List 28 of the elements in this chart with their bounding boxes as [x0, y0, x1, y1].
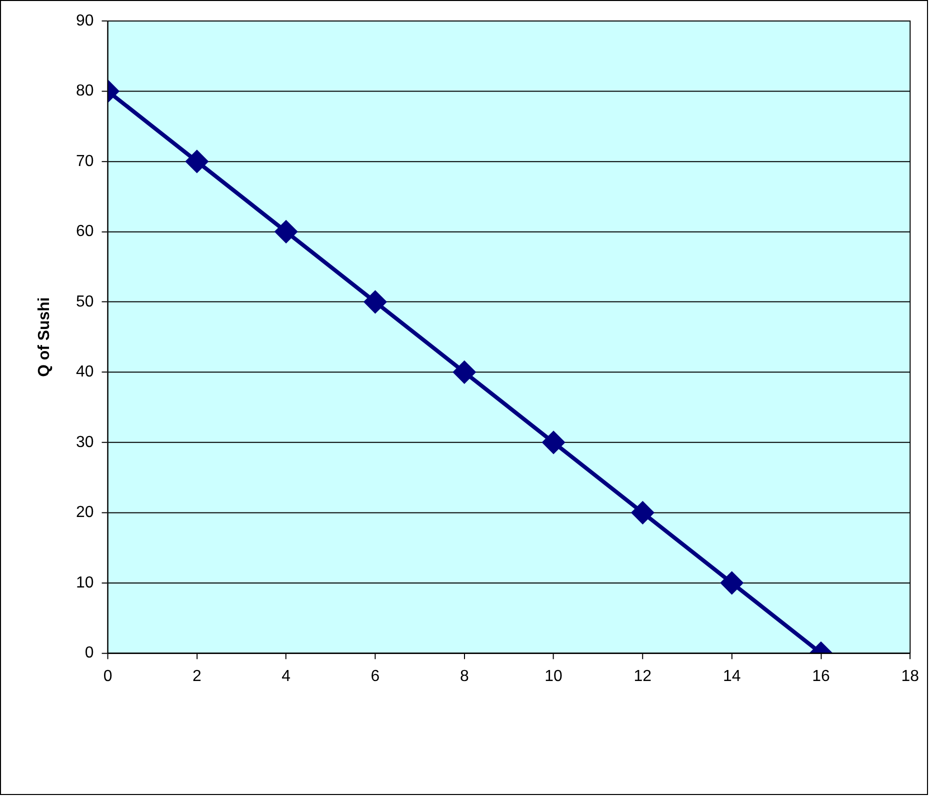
- point: [632, 502, 654, 524]
- y-tick-label: 60: [76, 223, 94, 240]
- y-tick-label: 10: [76, 574, 94, 592]
- point: [453, 361, 476, 384]
- x-tick-label: 18: [901, 668, 920, 686]
- x-tick-label: 10: [544, 668, 563, 686]
- y-tick-label: 20: [76, 504, 94, 522]
- y-axis-title: Q of Sushi: [36, 297, 53, 377]
- x-tick-label: 16: [812, 668, 830, 686]
- y-tick-label: 80: [76, 82, 94, 100]
- x-tick-label: 14: [722, 668, 741, 686]
- y-tick-label: 30: [76, 434, 94, 451]
- x-tick-label: 12: [634, 668, 652, 686]
- x-tick-label: 0: [103, 668, 112, 686]
- point: [542, 431, 565, 454]
- point: [186, 150, 208, 172]
- y-tick-label: 90: [76, 12, 94, 30]
- point: [720, 572, 743, 594]
- x-tick-label: 2: [192, 668, 202, 686]
- point: [364, 290, 386, 313]
- y-tick-label: 50: [76, 293, 94, 310]
- y-tick-label: 0: [84, 644, 94, 662]
- x-tick-label: 8: [460, 668, 469, 686]
- x-tick-label: 4: [282, 668, 291, 686]
- x-tick-label: 6: [370, 668, 380, 686]
- point: [275, 220, 298, 243]
- y-tick-label: 70: [76, 152, 94, 170]
- y-tick-label: 40: [76, 364, 94, 381]
